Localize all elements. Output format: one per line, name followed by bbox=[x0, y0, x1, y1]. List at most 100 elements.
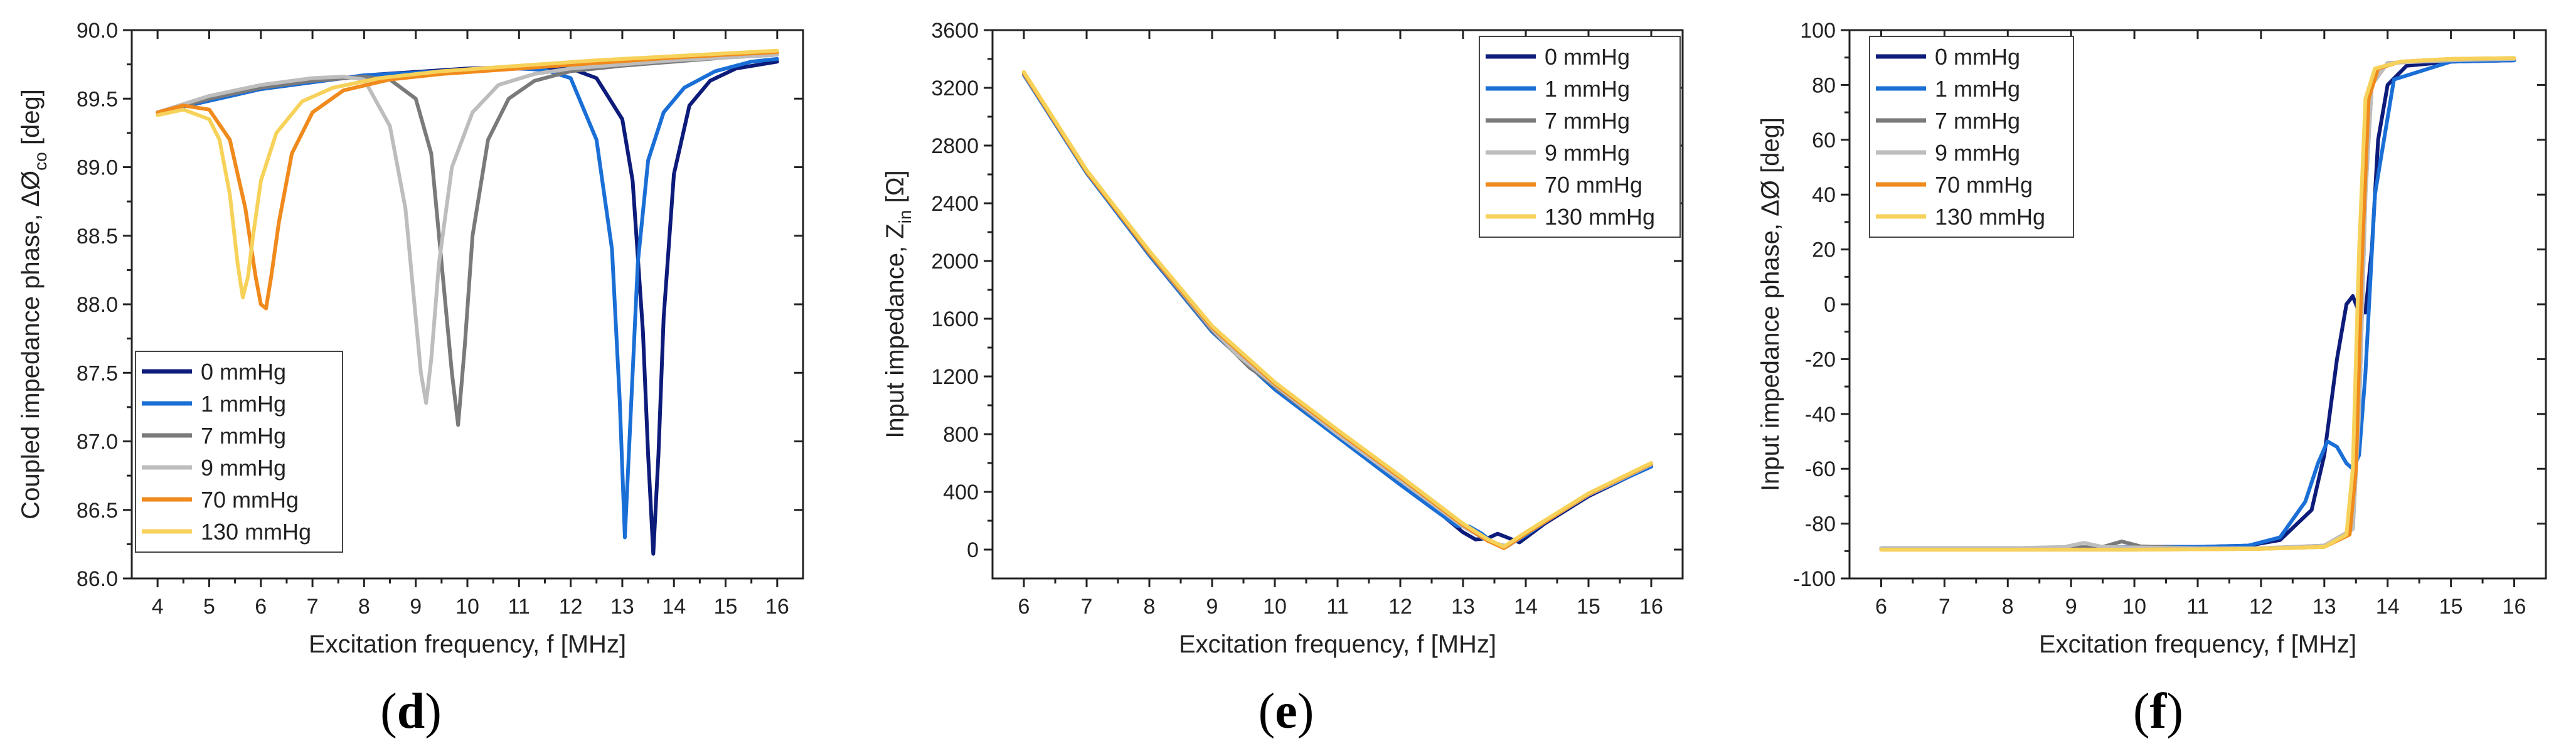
series-group bbox=[1879, 56, 2516, 552]
legend-entry: 130 mmHg bbox=[201, 519, 311, 545]
legend: 0 mmHg 1 mmHg 7 mmHg 9 mmHg 70 mmHg 130 mmHg bbox=[1869, 36, 2074, 238]
x-tick-label: 7 bbox=[307, 595, 319, 619]
y-tick-label: 80 bbox=[1812, 73, 1836, 97]
legend-entry: 1 mmHg bbox=[1545, 76, 1630, 102]
x-tick-label: 13 bbox=[1451, 595, 1475, 619]
x-tick-label: 11 bbox=[1326, 595, 1348, 619]
y-tick-label: 20 bbox=[1812, 238, 1836, 262]
y-tick-label: -100 bbox=[1793, 567, 1836, 591]
legend-entry: 9 mmHg bbox=[201, 455, 286, 481]
series-group bbox=[156, 48, 779, 556]
legend: 0 mmHg 1 mmHg 7 mmHg 9 mmHg 70 mmHg 130 mmHg bbox=[1479, 36, 1681, 238]
x-tick-label: 9 bbox=[2065, 595, 2077, 619]
y-tick-label: 400 bbox=[943, 481, 979, 504]
y-axis-label: Input impedance phase, ΔØ [deg] bbox=[1757, 117, 1784, 491]
panel-label-close-paren: ) bbox=[1297, 684, 1314, 739]
series-line-130-mmhg bbox=[156, 48, 779, 300]
x-tick-label: 8 bbox=[2002, 595, 2014, 619]
legend-entry: 70 mmHg bbox=[1545, 172, 1642, 198]
y-tick-label: 2400 bbox=[931, 192, 979, 216]
panel-label-close-paren: ) bbox=[425, 684, 442, 739]
panel-label-letter: d bbox=[397, 684, 425, 739]
y-tick-label: 1200 bbox=[931, 365, 979, 389]
y-axis-label-main: Input impedance, Z bbox=[881, 223, 909, 438]
x-axis-label: Excitation frequency, f [MHz] bbox=[309, 631, 626, 658]
x-tick-label: 15 bbox=[1577, 595, 1600, 619]
y-tick-label: -80 bbox=[1805, 513, 1836, 536]
y-tick-label: 89.5 bbox=[77, 87, 118, 111]
legend-entry: 0 mmHg bbox=[201, 359, 286, 385]
y-tick-label: -60 bbox=[1805, 457, 1836, 481]
y-tick-label: 1600 bbox=[931, 307, 979, 331]
panel-label-open-paren: ( bbox=[1259, 684, 1275, 739]
series-line-70-mmhg bbox=[156, 50, 779, 311]
panel-label-open-paren: ( bbox=[2133, 684, 2150, 739]
x-tick-label: 9 bbox=[1206, 595, 1218, 619]
panel-label: (e) bbox=[1259, 684, 1314, 739]
legend-entry: 1 mmHg bbox=[1935, 76, 2020, 102]
x-tick-label: 15 bbox=[2439, 595, 2463, 619]
x-tick-label: 9 bbox=[410, 595, 422, 619]
y-tick-label: 88.5 bbox=[77, 225, 118, 248]
chart-panel-f: 6 7 8 9 10 11 12 13 14 15 16 -100 -80 -60 -40 -20 0 20 40 6… bbox=[1757, 19, 2547, 739]
legend-entry: 0 mmHg bbox=[1935, 44, 2020, 70]
legend-entry: 0 mmHg bbox=[1545, 44, 1630, 70]
chart-panel-d: 4 5 6 7 8 9 10 11 12 13 14 15 16 86.0 86.5 87.0 87.5 88.0… bbox=[17, 19, 804, 739]
legend-entry: 7 mmHg bbox=[1935, 108, 2020, 134]
y-axis-label-subscript: co bbox=[31, 152, 50, 171]
series-line-130-mmhg bbox=[1022, 70, 1653, 549]
x-tick-label: 16 bbox=[2503, 595, 2526, 619]
y-axis-label-subscript: in bbox=[895, 210, 915, 224]
x-tick-label: 11 bbox=[508, 595, 530, 619]
x-tick-label: 6 bbox=[255, 595, 267, 619]
y-tick-label: 40 bbox=[1812, 183, 1836, 207]
x-tick-label: 10 bbox=[455, 595, 479, 619]
panel-label-close-paren: ) bbox=[2166, 684, 2183, 739]
panel-label: (f) bbox=[2133, 684, 2183, 739]
legend: 0 mmHg 1 mmHg 7 mmHg 9 mmHg 70 mmHg 130 mmHg bbox=[135, 351, 343, 553]
legend-entry: 7 mmHg bbox=[201, 423, 286, 449]
legend-entry: 9 mmHg bbox=[1935, 140, 2020, 166]
x-tick-label: 16 bbox=[765, 595, 789, 619]
x-tick-label: 14 bbox=[2376, 595, 2400, 619]
x-tick-label: 8 bbox=[358, 595, 370, 619]
x-tick-label: 13 bbox=[610, 595, 634, 619]
x-tick-label: 10 bbox=[1263, 595, 1287, 619]
series-group bbox=[1022, 70, 1653, 550]
y-tick-label: 800 bbox=[943, 423, 979, 447]
x-tick-label: 11 bbox=[2186, 595, 2208, 619]
y-tick-label: -20 bbox=[1805, 348, 1836, 371]
legend-entry: 7 mmHg bbox=[1545, 108, 1630, 134]
y-tick-label: -40 bbox=[1805, 403, 1836, 427]
panel-label: (d) bbox=[380, 684, 442, 739]
x-tick-label: 16 bbox=[1639, 595, 1663, 619]
panel-label-letter: f bbox=[2150, 684, 2168, 739]
x-tick-label: 12 bbox=[559, 595, 583, 619]
x-tick-label: 5 bbox=[203, 595, 215, 619]
x-tick-label: 12 bbox=[1388, 595, 1412, 619]
y-tick-label: 86.5 bbox=[77, 499, 118, 523]
legend-entry: 70 mmHg bbox=[1935, 172, 2033, 198]
y-tick-label: 2000 bbox=[931, 250, 979, 274]
legend-entry: 130 mmHg bbox=[1545, 204, 1655, 230]
y-tick-label: 89.0 bbox=[77, 156, 118, 180]
series-line-130-mmhg bbox=[1879, 56, 2516, 552]
x-tick-label: 14 bbox=[662, 595, 686, 619]
series-line-9-mmhg bbox=[156, 53, 779, 405]
legend-entry: 70 mmHg bbox=[201, 487, 299, 513]
y-tick-label: 86.0 bbox=[77, 567, 118, 591]
x-tick-label: 13 bbox=[2313, 595, 2336, 619]
y-tick-label: 2800 bbox=[931, 134, 979, 158]
x-tick-label: 6 bbox=[1875, 595, 1887, 619]
x-tick-label: 8 bbox=[1144, 595, 1156, 619]
y-tick-label: 3600 bbox=[931, 19, 979, 43]
x-tick-label: 12 bbox=[2249, 595, 2273, 619]
legend-box bbox=[1869, 36, 2074, 238]
y-axis-label-unit: [Ω] bbox=[881, 170, 909, 210]
y-axis-label-main: Coupled impedance phase, ΔØ bbox=[17, 171, 45, 519]
y-axis-label: Input impedance, Zin [Ω] bbox=[881, 170, 915, 438]
x-axis-label: Excitation frequency, f [MHz] bbox=[1179, 631, 1496, 658]
y-tick-label: 3200 bbox=[931, 77, 979, 100]
y-axis-label-main: Input impedance phase, ΔØ [deg] bbox=[1757, 117, 1784, 491]
